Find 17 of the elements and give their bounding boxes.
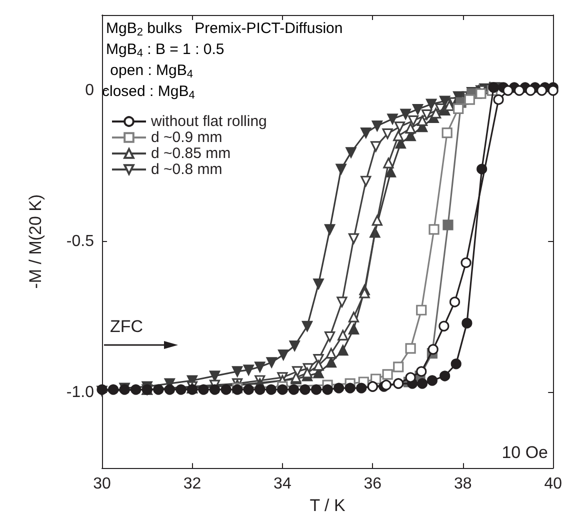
y-tick-label: 0 (85, 82, 94, 100)
x-tick-label: 36 (364, 476, 382, 493)
annotation: 10 Oe (502, 443, 548, 462)
legend-label: d ~0.8 mm (151, 161, 222, 178)
annotation: ZFC (110, 317, 144, 336)
y-tick-label: -1.0 (66, 384, 94, 402)
y-axis-title: -M / M(20 K) (26, 194, 45, 289)
legend-label: d ~0.85 mm (151, 145, 231, 162)
x-tick-label: 32 (183, 476, 202, 493)
x-tick-label: 38 (454, 476, 472, 493)
x-axis-title: T / K (310, 496, 346, 515)
x-tick-label: 34 (274, 476, 292, 493)
y-tick-label: -0.5 (66, 233, 94, 250)
legend-label: d ~0.9 mm (151, 129, 222, 146)
x-tick-label: 40 (544, 476, 562, 493)
x-tick-label: 30 (93, 476, 111, 493)
legend-label: without flat rolling (150, 113, 267, 130)
